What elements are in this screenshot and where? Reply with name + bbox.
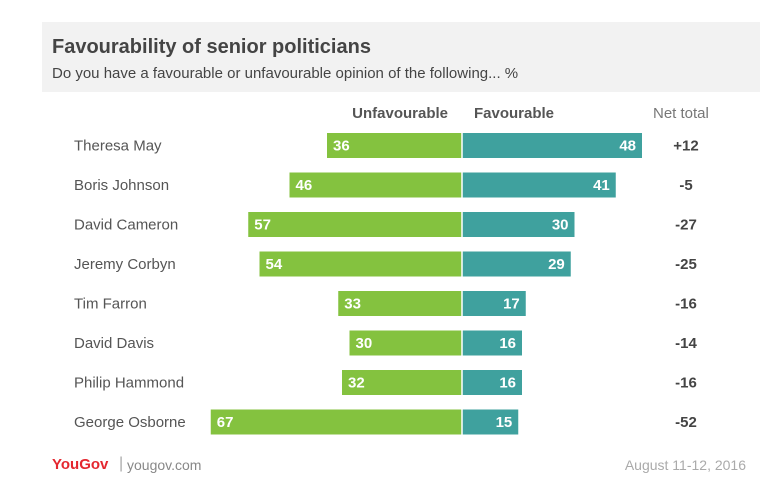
- net-total-theresa-may: +12: [673, 138, 698, 155]
- value-unfavourable-theresa-may: 36: [333, 138, 350, 155]
- diverging-bar-chart: Theresa May 36 48 +12 Boris Johnson 46 41 -5 Dav…: [74, 133, 699, 435]
- bar-favourable-philip-hammond: [462, 370, 522, 395]
- bar-favourable-jeremy-corbyn: [462, 251, 571, 277]
- chart-header: Favourability of senior politicians Do y…: [42, 22, 760, 92]
- net-total-philip-hammond: -16: [675, 375, 697, 392]
- value-favourable-theresa-may: 48: [619, 138, 636, 155]
- bar-favourable-tim-farron: [462, 291, 526, 316]
- net-total-david-davis: -14: [675, 335, 697, 352]
- value-favourable-david-cameron: 30: [552, 217, 569, 234]
- category-label-boris-johnson: Boris Johnson: [74, 177, 169, 194]
- category-label-philip-hammond: Philip Hammond: [74, 375, 184, 392]
- net-total-boris-johnson: -5: [679, 177, 692, 194]
- value-favourable-boris-johnson: 41: [593, 177, 610, 194]
- bar-unfavourable-george-osborne: [210, 409, 462, 435]
- bar-unfavourable-jeremy-corbyn: [259, 251, 462, 277]
- chart-title: Favourability of senior politicians: [52, 36, 371, 58]
- yougov-logo: YouGov: [52, 456, 109, 473]
- footer-date: August 11-12, 2016: [624, 457, 746, 473]
- category-label-tim-farron: Tim Farron: [74, 296, 147, 313]
- legend-unfavourable: Unfavourable: [352, 105, 448, 122]
- value-unfavourable-david-cameron: 57: [254, 217, 271, 234]
- category-label-david-davis: David Davis: [74, 335, 154, 352]
- value-unfavourable-jeremy-corbyn: 54: [266, 256, 283, 273]
- value-unfavourable-tim-farron: 33: [344, 296, 361, 313]
- category-label-george-osborne: George Osborne: [74, 414, 186, 431]
- value-unfavourable-george-osborne: 67: [217, 414, 234, 431]
- bar-unfavourable-philip-hammond: [342, 370, 462, 395]
- legend-favourable: Favourable: [474, 105, 555, 122]
- value-favourable-jeremy-corbyn: 29: [548, 256, 565, 273]
- footer-site: yougov.com: [127, 457, 202, 473]
- category-label-theresa-may: Theresa May: [74, 138, 162, 155]
- bar-favourable-david-davis: [462, 330, 522, 356]
- bar-unfavourable-theresa-may: [327, 133, 462, 158]
- net-total-jeremy-corbyn: -25: [675, 256, 697, 273]
- value-unfavourable-david-davis: 30: [356, 335, 373, 352]
- bar-favourable-boris-johnson: [462, 172, 616, 198]
- value-favourable-david-davis: 16: [499, 335, 516, 352]
- category-label-david-cameron: David Cameron: [74, 217, 178, 234]
- bar-unfavourable-boris-johnson: [289, 172, 462, 198]
- bar-favourable-theresa-may: [462, 133, 642, 158]
- value-favourable-philip-hammond: 16: [499, 375, 516, 392]
- net-total-header: Net total: [653, 105, 709, 122]
- bar-favourable-david-cameron: [462, 212, 575, 237]
- footer-separator: |: [119, 455, 124, 472]
- net-total-george-osborne: -52: [675, 414, 697, 431]
- value-favourable-tim-farron: 17: [503, 296, 520, 313]
- net-total-david-cameron: -27: [675, 217, 697, 234]
- bar-favourable-george-osborne: [462, 409, 519, 435]
- category-label-jeremy-corbyn: Jeremy Corbyn: [74, 256, 176, 273]
- bar-unfavourable-david-cameron: [248, 212, 462, 237]
- bar-unfavourable-david-davis: [349, 330, 462, 356]
- value-unfavourable-boris-johnson: 46: [296, 177, 313, 194]
- net-total-tim-farron: -16: [675, 296, 697, 313]
- chart-subtitle: Do you have a favourable or unfavourable…: [52, 65, 519, 82]
- value-unfavourable-philip-hammond: 32: [348, 375, 365, 392]
- bar-unfavourable-tim-farron: [338, 291, 462, 316]
- value-favourable-george-osborne: 15: [496, 414, 513, 431]
